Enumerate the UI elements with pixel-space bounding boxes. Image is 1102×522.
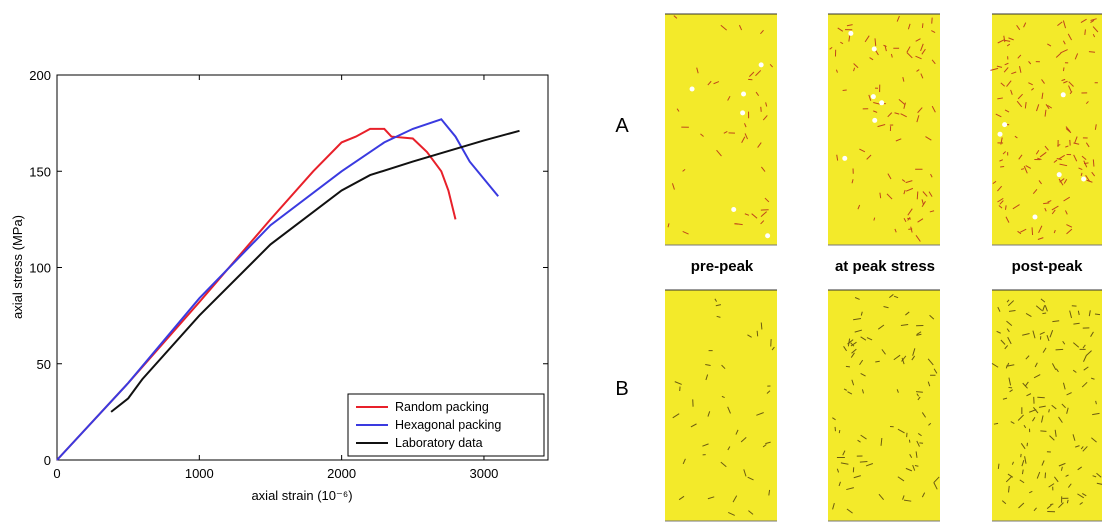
void [1002, 122, 1007, 127]
crack [916, 392, 923, 393]
crack [1032, 227, 1033, 235]
x-tick-label: 2000 [327, 466, 356, 481]
void [1057, 172, 1062, 177]
y-tick-label: 150 [29, 164, 51, 179]
void [731, 207, 736, 212]
legend-label: Hexagonal packing [395, 418, 501, 432]
figure: axial strain (10⁻⁶) axial stress (MPa) A… [0, 0, 1102, 522]
y-tick-label: 200 [29, 68, 51, 83]
x-axis-label: axial strain (10⁻⁶) [251, 488, 352, 503]
legend-label: Random packing [395, 400, 489, 414]
crack [917, 191, 918, 199]
crack [1093, 159, 1094, 166]
crack [922, 23, 923, 28]
crack [761, 322, 762, 329]
particle-panel [665, 290, 777, 521]
void [741, 92, 746, 97]
crack [1021, 169, 1024, 170]
void [879, 100, 884, 105]
crack [1049, 409, 1050, 412]
y-tick-label: 100 [29, 261, 51, 276]
particle-panel [828, 290, 940, 521]
legend-label: Laboratory data [395, 436, 483, 450]
column-label: pre-peak [691, 258, 754, 275]
void [872, 47, 877, 52]
row-label: B [615, 378, 628, 400]
line-series [111, 131, 519, 412]
crack [1042, 313, 1046, 314]
row-label: A [615, 115, 629, 137]
page: {"chart_data": {"type": "line", "xlabel"… [0, 0, 1102, 522]
column-label: post-peak [1012, 258, 1084, 275]
particle-panel [992, 290, 1102, 521]
y-tick-label: 50 [37, 357, 51, 372]
particle-panel [828, 14, 940, 245]
void [998, 132, 1003, 137]
y-tick-label: 0 [44, 453, 51, 468]
crack [1005, 205, 1006, 209]
particle-panel [665, 14, 777, 245]
crack [839, 430, 840, 433]
x-tick-label: 3000 [469, 466, 498, 481]
crack [1009, 486, 1010, 493]
x-tick-label: 1000 [185, 466, 214, 481]
column-label: at peak stress [835, 258, 935, 275]
void [848, 31, 853, 36]
void [765, 233, 770, 238]
void [759, 62, 764, 67]
void [1032, 215, 1037, 220]
crack [1085, 29, 1086, 34]
void [1081, 176, 1086, 181]
void [871, 94, 876, 99]
x-tick-label: 0 [53, 466, 60, 481]
particle-panel [992, 14, 1102, 245]
crack [1089, 52, 1095, 53]
void [842, 156, 847, 161]
void [872, 118, 877, 123]
crack [1050, 504, 1053, 505]
crack [757, 331, 758, 337]
void [1061, 92, 1066, 97]
crack [860, 461, 868, 462]
void [690, 87, 695, 92]
crack [1063, 67, 1064, 71]
crack [1056, 349, 1064, 350]
y-axis-label: axial stress (MPa) [10, 215, 25, 319]
void [740, 110, 745, 115]
crack [1095, 314, 1100, 315]
crack [998, 464, 999, 469]
